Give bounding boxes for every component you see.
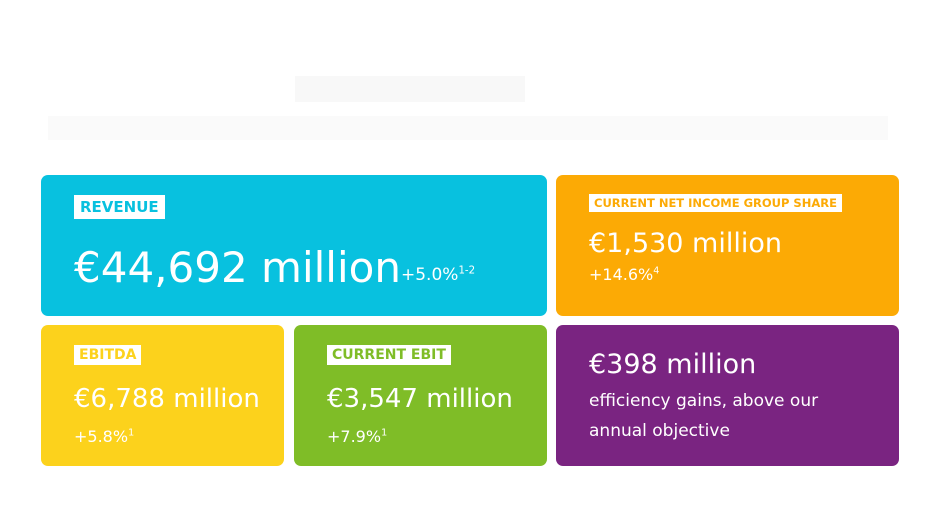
ebit-label: CURRENT EBIT [327,345,451,365]
background-ghost-title [295,76,525,102]
revenue-change-note: 1-2 [458,265,476,277]
revenue-card: REVENUE €44,692 million +5.0%1-2 [41,175,547,316]
ebitda-change: +5.8%1 [74,426,134,448]
net-income-value: €1,530 million [589,228,782,259]
efficiency-line2: annual objective [589,421,730,441]
efficiency-card: €398 million efficiency gains, above our… [556,325,899,466]
ebitda-label: EBITDA [74,345,142,365]
net-income-change-note: 4 [653,265,660,277]
revenue-value: €44,692 million [74,243,401,292]
efficiency-value: €398 million [589,349,757,380]
net-income-card: CURRENT NET INCOME GROUP SHARE €1,530 mi… [556,175,899,316]
background-ghost-subtitle [48,116,888,140]
ebitda-value: €6,788 million [74,384,260,414]
net-income-label: CURRENT NET INCOME GROUP SHARE [589,194,842,212]
ebit-value: €3,547 million [327,384,513,414]
ebit-change: +7.9%1 [327,426,387,448]
revenue-change: +5.0%1-2 [401,263,475,287]
ebitda-change-note: 1 [128,427,135,439]
net-income-change-value: +14.6% [589,265,654,284]
ebit-change-value: +7.9% [327,427,382,446]
revenue-label: REVENUE [74,195,165,219]
revenue-change-value: +5.0% [401,265,459,285]
ebitda-card: EBITDA €6,788 million +5.8%1 [41,325,284,466]
ebit-card: CURRENT EBIT €3,547 million +7.9%1 [294,325,547,466]
efficiency-line1: efficiency gains, above our [589,391,819,411]
net-income-change: +14.6%4 [589,264,659,286]
ebit-change-note: 1 [381,427,388,439]
ebitda-change-value: +5.8% [74,427,129,446]
